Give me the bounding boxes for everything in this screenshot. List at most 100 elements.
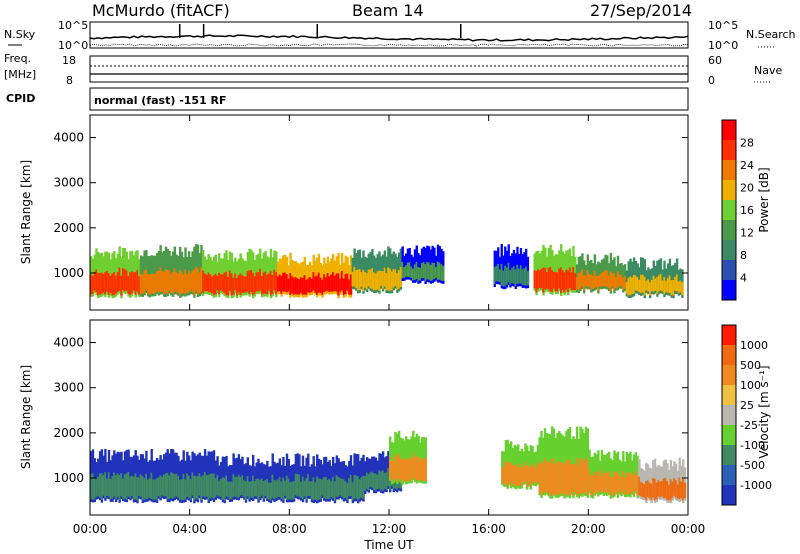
data-cell	[611, 272, 614, 286]
colorbar-tick-label: 500	[740, 359, 761, 372]
data-cell	[609, 476, 613, 496]
data-cell	[565, 269, 568, 290]
nsearch-trace	[89, 43, 689, 47]
data-cell	[531, 463, 534, 483]
data-cell	[100, 272, 104, 294]
data-cell	[574, 463, 577, 492]
data-cell	[607, 471, 611, 493]
data-cell	[588, 469, 591, 491]
data-cell	[561, 462, 564, 494]
data-cell	[498, 269, 502, 282]
data-cell	[332, 272, 335, 292]
data-cell	[653, 478, 657, 501]
data-cell	[177, 273, 180, 294]
data-cell	[289, 482, 292, 500]
data-cell	[650, 483, 653, 501]
data-cell	[155, 271, 159, 292]
data-cell	[412, 268, 415, 281]
data-cell	[374, 273, 378, 291]
data-cell	[424, 264, 427, 282]
data-cell	[620, 274, 623, 287]
data-cell	[95, 269, 98, 293]
data-cell	[542, 463, 545, 493]
data-cell	[639, 482, 643, 497]
data-cell	[365, 273, 369, 290]
data-cell	[214, 478, 217, 498]
data-cell	[109, 479, 112, 500]
cpid-text: normal (fast) -151 RF	[94, 94, 227, 107]
data-cell	[111, 273, 114, 296]
data-cell	[138, 477, 141, 497]
data-cell	[175, 272, 178, 292]
data-cell	[308, 481, 312, 496]
nave-label: Nave	[754, 64, 782, 77]
nsky-spikes	[178, 24, 462, 38]
colorbar-tick-label: 8	[740, 249, 747, 262]
data-cell	[232, 474, 235, 497]
data-cell	[397, 270, 401, 289]
data-cell	[207, 272, 210, 293]
data-cell	[365, 472, 369, 489]
data-cell	[182, 274, 185, 294]
data-cell	[495, 265, 498, 282]
data-cell	[353, 475, 356, 499]
data-cell	[141, 274, 144, 295]
y-tick-label: 2000	[53, 221, 84, 235]
data-cell	[620, 477, 623, 494]
data-cell	[682, 478, 685, 501]
y-tick-label: 1000	[53, 266, 84, 280]
data-cell	[150, 273, 153, 294]
data-cell	[677, 281, 680, 294]
data-cell	[291, 276, 294, 294]
velocity-colorbar-label: Velocity [m s⁻¹]	[757, 365, 771, 458]
data-cell	[517, 464, 520, 486]
data-cell	[287, 278, 290, 292]
data-cell	[613, 471, 616, 495]
data-cell	[339, 278, 342, 293]
data-cell	[253, 276, 257, 294]
data-cell	[527, 467, 531, 484]
data-cell	[627, 277, 630, 296]
data-cell	[307, 278, 310, 293]
data-cell	[595, 472, 598, 492]
data-cell	[512, 266, 516, 284]
power-colorbar-label: Power [dB]	[757, 167, 771, 232]
data-cell	[675, 274, 679, 292]
freq-tick-bottom: 8	[66, 74, 73, 87]
data-cell	[175, 473, 178, 497]
data-cell	[102, 474, 105, 496]
data-cell	[227, 277, 230, 296]
data-cell	[118, 475, 121, 500]
data-cell	[570, 272, 573, 290]
data-cell	[319, 478, 322, 500]
data-region	[139, 244, 203, 298]
data-cell	[179, 269, 182, 296]
data-cell	[314, 276, 317, 293]
data-cell	[269, 482, 273, 501]
data-cell	[424, 458, 427, 481]
data-cell	[641, 274, 645, 293]
freq-tick-top: 18	[62, 54, 76, 67]
data-cell	[168, 270, 171, 291]
data-cell	[152, 479, 155, 500]
data-cell	[107, 273, 111, 295]
data-cell	[260, 478, 264, 496]
data-cell	[643, 276, 646, 296]
data-cell	[312, 272, 315, 291]
data-cell	[518, 268, 521, 284]
colorbar-swatch	[722, 365, 736, 386]
data-cell	[195, 476, 198, 499]
data-cell	[419, 460, 422, 481]
data-cell	[301, 476, 305, 500]
data-cell	[518, 468, 522, 487]
data-cell	[419, 267, 422, 281]
data-cell	[591, 275, 595, 289]
data-cell	[154, 479, 157, 500]
data-cell	[269, 271, 273, 296]
data-cell	[180, 479, 184, 501]
data-cell	[523, 268, 526, 286]
data-cell	[161, 476, 164, 496]
data-cell	[661, 481, 664, 497]
data-cell	[625, 282, 629, 294]
